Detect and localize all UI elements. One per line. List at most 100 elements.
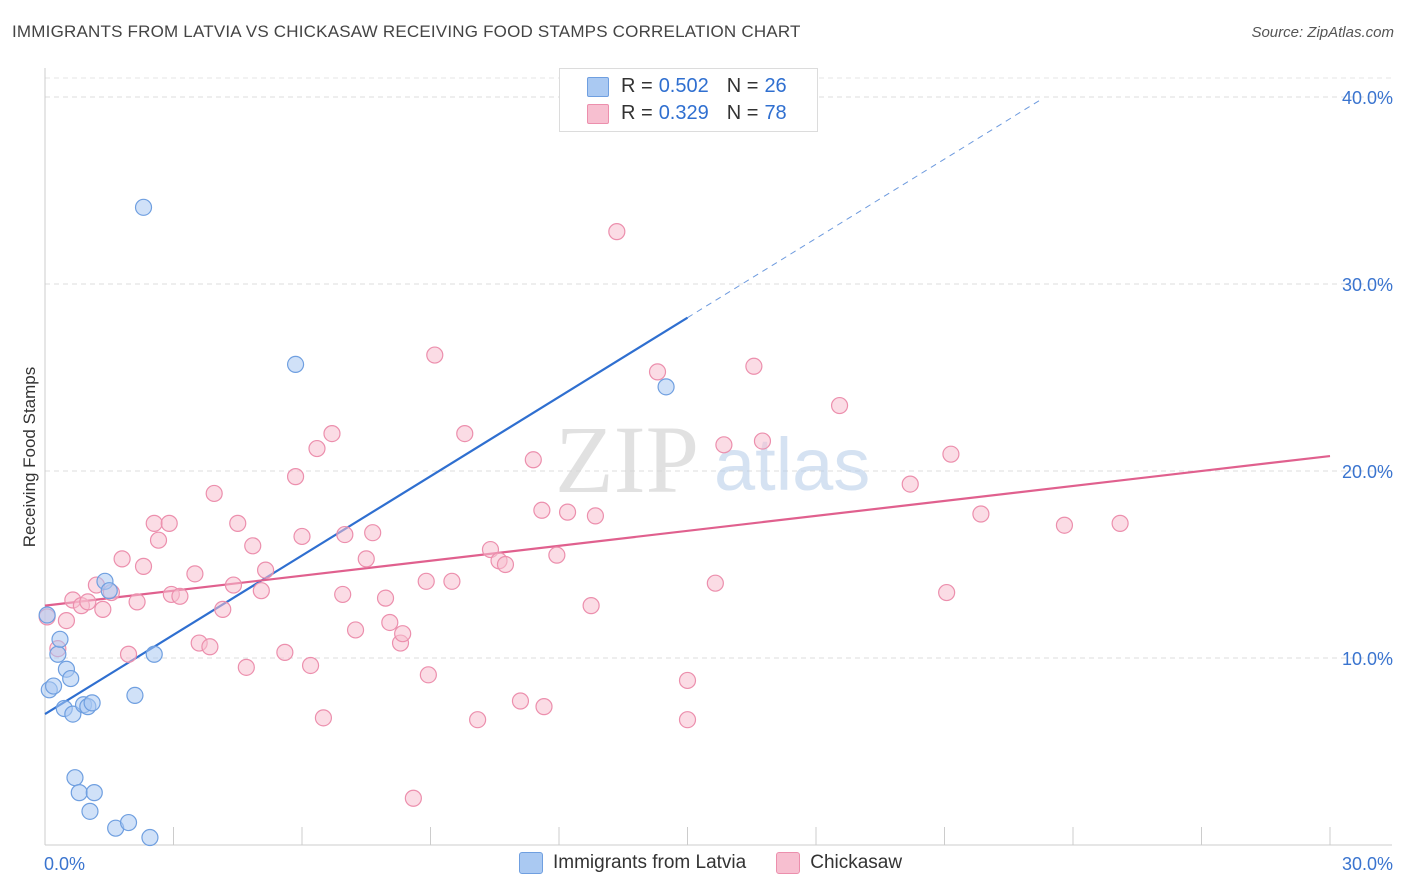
y-tick-label: 20.0%: [1342, 462, 1393, 482]
data-point: [81, 802, 99, 820]
grid-lines: [45, 77, 1392, 659]
data-point: [70, 784, 88, 802]
r-value: 0.329: [658, 102, 709, 124]
data-point: [938, 583, 956, 602]
data-point: [456, 425, 474, 443]
data-point: [119, 645, 138, 663]
data-point: [301, 656, 320, 675]
data-point: [186, 565, 204, 583]
watermark: ZIP atlas: [555, 406, 870, 513]
data-point: [648, 363, 667, 381]
data-point: [237, 658, 255, 676]
data-point: [256, 561, 275, 579]
y-axis-label: Receiving Food Stamps: [20, 366, 39, 548]
latvia-legend-label: Immigrants from Latvia: [553, 852, 747, 873]
data-points: [38, 198, 1129, 847]
data-point: [160, 514, 178, 532]
chickasaw-legend-label: Chickasaw: [810, 852, 903, 873]
data-point: [417, 572, 435, 590]
legend-row-latvia: R = 0.502 N = 26: [587, 75, 787, 98]
data-point: [205, 484, 223, 503]
series-legend: Immigrants from Latvia Chickasaw: [519, 852, 902, 874]
data-point: [346, 621, 365, 639]
data-point: [657, 378, 675, 396]
data-point: [244, 537, 262, 555]
data-point: [715, 436, 733, 454]
data-point: [145, 645, 163, 663]
legend-row-chickasaw: R = 0.329 N = 78: [587, 102, 787, 125]
data-point: [286, 468, 305, 486]
latvia-legend-swatch: [519, 852, 543, 874]
data-point: [286, 355, 305, 374]
data-point: [94, 600, 112, 618]
n-label: N =: [726, 75, 759, 97]
data-point: [51, 630, 69, 648]
data-point: [252, 582, 270, 600]
correlation-legend: R = 0.502 N = 26 R = 0.329 N = 78: [559, 68, 818, 132]
data-point: [308, 439, 326, 458]
axes: [44, 68, 1392, 846]
data-point: [141, 828, 159, 847]
data-point: [134, 198, 153, 216]
data-point: [79, 593, 97, 611]
tick-labels: 10.0% 20.0% 30.0% 40.0% 0.0% 30.0%: [44, 88, 1393, 874]
data-point: [608, 223, 626, 241]
chickasaw-legend-swatch: [776, 852, 801, 874]
data-point: [100, 582, 118, 600]
data-point: [126, 686, 144, 705]
y-tick-label: 10.0%: [1342, 649, 1393, 669]
data-point: [113, 550, 131, 568]
data-point: [224, 576, 243, 594]
data-point: [548, 546, 566, 564]
data-point: [678, 711, 697, 729]
data-point: [582, 597, 600, 615]
data-point: [364, 524, 382, 542]
chart-title: IMMIGRANTS FROM LATVIA VS CHICKASAW RECE…: [12, 22, 801, 41]
data-point: [334, 585, 352, 604]
data-point: [1055, 516, 1074, 534]
data-point: [443, 572, 461, 590]
data-point: [293, 527, 311, 546]
data-point: [381, 613, 399, 632]
data-point: [830, 396, 849, 415]
data-point: [38, 606, 56, 624]
data-point: [753, 432, 772, 450]
data-point: [119, 813, 138, 832]
trend-line-extension: [687, 97, 1044, 319]
r-label: R =: [621, 102, 653, 124]
data-point: [496, 555, 515, 574]
data-point: [134, 557, 153, 575]
r-value: 0.502: [658, 75, 709, 97]
data-point: [426, 346, 444, 364]
data-point: [323, 425, 341, 443]
data-point: [972, 505, 990, 523]
chickasaw-swatch: [587, 103, 609, 124]
data-point: [586, 507, 605, 525]
data-point: [745, 357, 763, 375]
watermark-zip: ZIP: [555, 406, 699, 513]
data-point: [376, 589, 395, 607]
watermark-atlas: atlas: [714, 423, 870, 506]
data-point: [229, 514, 247, 532]
data-point: [336, 525, 354, 544]
data-point: [49, 645, 67, 663]
data-point: [469, 711, 487, 729]
data-point: [419, 666, 437, 684]
trend-line: [44, 454, 1331, 607]
data-point: [1111, 514, 1129, 532]
data-point: [942, 445, 960, 463]
data-point: [533, 501, 551, 519]
data-point: [62, 669, 80, 688]
data-point: [524, 451, 542, 469]
n-label: N =: [726, 102, 759, 124]
data-point: [66, 769, 84, 787]
data-point: [83, 694, 101, 712]
data-point: [214, 600, 232, 618]
data-point: [901, 475, 919, 493]
data-point: [404, 789, 422, 807]
source-label: Source: ZipAtlas.com: [1251, 24, 1394, 41]
data-point: [558, 503, 577, 521]
data-point: [128, 593, 146, 611]
n-value: 78: [764, 102, 787, 124]
data-point: [201, 638, 219, 656]
